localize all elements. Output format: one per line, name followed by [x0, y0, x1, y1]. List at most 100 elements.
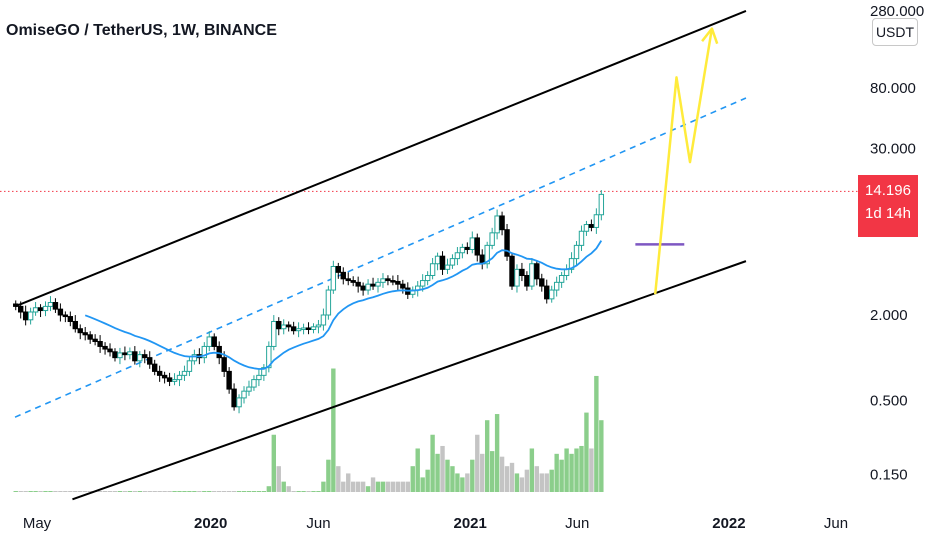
volume-bar [440, 445, 445, 492]
volume-bar [157, 491, 162, 492]
candle [563, 264, 570, 281]
volume-bar [494, 414, 500, 492]
volume-bar [470, 459, 475, 492]
candle [261, 364, 267, 381]
volume-bar [346, 473, 351, 492]
volume-bar [405, 481, 410, 492]
volume-bar [177, 491, 182, 492]
candle [514, 264, 520, 293]
volume-bar [107, 491, 113, 492]
volume-bar [207, 491, 212, 492]
channel-lower-line [72, 260, 747, 501]
volume-bar [58, 491, 63, 492]
candle [231, 383, 237, 411]
candle [415, 281, 421, 297]
x-tick-label: 2022 [712, 515, 745, 532]
candle [67, 311, 74, 327]
candle [151, 359, 158, 376]
volume-bar [519, 477, 525, 492]
volume-bar [484, 420, 490, 492]
volume-bar [281, 481, 286, 492]
candle [201, 342, 208, 364]
volume-bar [142, 491, 147, 492]
volume-bar [68, 491, 73, 492]
volume-bar [524, 469, 530, 492]
candle [434, 252, 441, 271]
volume-bar [286, 486, 291, 492]
volume-bar [78, 491, 83, 492]
volume-bar [48, 491, 53, 492]
volume-bar [569, 453, 574, 492]
currency-button[interactable]: USDT [872, 18, 918, 46]
candle [147, 351, 153, 369]
x-tick-label: Jun [306, 515, 330, 532]
volume-bar [350, 481, 356, 492]
candle [132, 346, 138, 365]
volume-bar [574, 448, 579, 492]
volume-bar [514, 473, 520, 492]
volume-bar [162, 491, 167, 492]
candle [385, 275, 391, 286]
candle [166, 372, 173, 387]
candle [449, 254, 456, 269]
volume-bar [28, 491, 33, 492]
volume-bar [554, 453, 559, 492]
ema-line-path [84, 240, 603, 370]
volume-bar [33, 491, 38, 492]
volume-bar [226, 491, 232, 492]
volume-bar [236, 491, 242, 492]
volume-bar [410, 466, 415, 492]
ema-line [84, 27, 719, 370]
candle [97, 335, 103, 353]
candle [226, 367, 232, 394]
volume-bar [549, 469, 554, 492]
volume-bar [370, 477, 376, 492]
candle [82, 326, 88, 341]
candle [573, 241, 580, 266]
volume-bar [43, 491, 48, 492]
candle [112, 348, 118, 362]
axes: 280.000 80.000 30.000 2.000 0.500 0.150 May 202… [23, 3, 924, 532]
volume-bar [63, 491, 68, 492]
candle [598, 190, 605, 221]
x-tick-label: 2020 [194, 515, 227, 532]
candle [519, 262, 525, 282]
channel-upper-line [14, 9, 747, 308]
chart-title: OmiseGO / TetherUS, 1W, BINANCE [6, 22, 277, 39]
volume-bar [544, 473, 549, 492]
volume-bar [97, 491, 103, 492]
volume-bar [301, 491, 306, 492]
candle [127, 347, 133, 360]
candle [568, 252, 575, 274]
x-tick-label: May [23, 515, 52, 532]
candle [335, 262, 342, 279]
candle [340, 267, 346, 285]
candle [236, 394, 242, 414]
candle [62, 311, 69, 323]
candle [544, 279, 550, 304]
candle [410, 286, 416, 299]
y-tick-label: 280.000 [870, 3, 924, 20]
volume-bar [534, 466, 540, 492]
candle [305, 322, 312, 335]
volume-bar [594, 375, 599, 492]
volume-bar [112, 491, 118, 492]
candle [77, 324, 83, 340]
candle [47, 296, 54, 312]
candle [52, 298, 59, 313]
candle [494, 209, 500, 240]
volume-bar [256, 491, 262, 492]
candle [315, 319, 322, 334]
volume-bar [385, 481, 391, 492]
y-tick-label: 0.500 [870, 392, 908, 409]
candle [310, 323, 317, 334]
volume-bar [420, 477, 425, 492]
volume-bar [460, 477, 465, 492]
candle [206, 331, 212, 352]
volume-bar [589, 448, 594, 492]
volume-bar [539, 473, 544, 492]
candle [181, 365, 188, 381]
volume-bar [430, 434, 435, 492]
volume-bar [445, 459, 450, 492]
